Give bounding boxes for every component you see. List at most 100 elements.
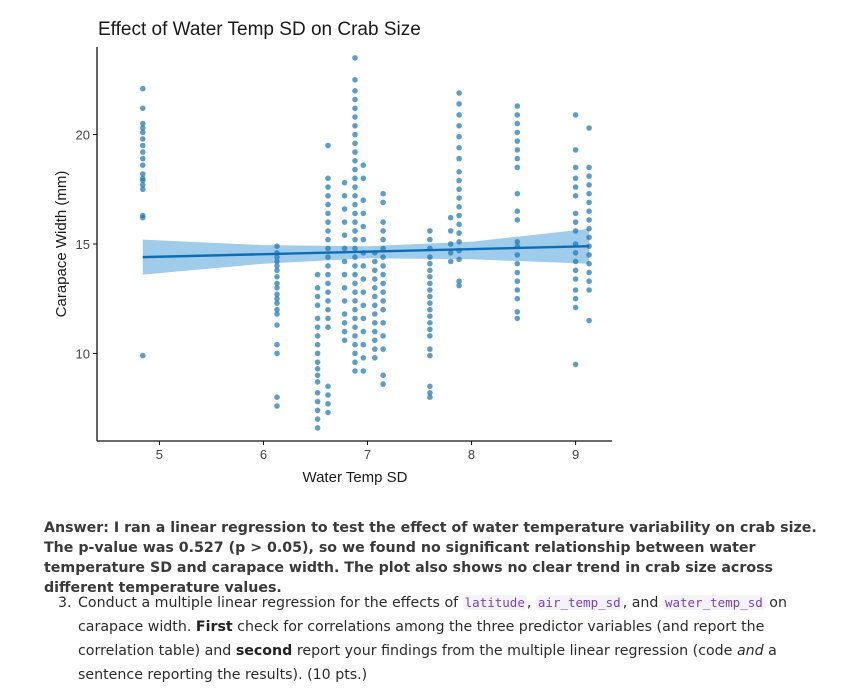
data-point — [427, 280, 433, 287]
data-point — [274, 280, 280, 287]
data-point — [352, 184, 358, 190]
data-point — [514, 315, 521, 322]
data-point — [586, 278, 592, 285]
data-point — [341, 179, 348, 186]
data-point — [514, 129, 521, 136]
data-point — [456, 239, 462, 245]
data-point — [447, 228, 454, 234]
data-point — [314, 324, 321, 331]
data-point — [274, 403, 280, 409]
data-point — [456, 230, 462, 236]
data-point — [314, 372, 321, 379]
x-tick-label: 5 — [156, 447, 163, 462]
data-point — [352, 219, 358, 225]
data-point — [274, 291, 280, 298]
data-point — [360, 223, 367, 230]
data-point — [572, 175, 579, 182]
data-point — [325, 245, 331, 252]
data-point — [360, 197, 367, 203]
data-point — [380, 245, 386, 252]
data-point — [427, 333, 433, 339]
data-point — [572, 276, 579, 282]
data-point — [352, 359, 358, 366]
data-point — [325, 315, 331, 322]
data-point — [274, 295, 280, 302]
data-point — [447, 241, 454, 247]
code-latitude: latitude — [462, 595, 527, 610]
data-point — [314, 285, 321, 291]
data-point — [572, 295, 579, 302]
data-point — [352, 228, 358, 234]
data-point — [514, 103, 521, 109]
data-point — [372, 267, 378, 274]
question-text-part1: Conduct a multiple linear regression for… — [78, 595, 463, 611]
data-point — [456, 221, 462, 228]
data-point — [352, 368, 358, 374]
data-point — [352, 350, 358, 357]
data-point — [380, 271, 386, 278]
data-point — [572, 267, 579, 274]
data-point — [427, 287, 433, 293]
data-point — [427, 254, 433, 260]
data-point — [360, 175, 367, 182]
data-point — [140, 105, 146, 112]
data-point — [325, 271, 331, 278]
data-point — [352, 324, 358, 331]
data-point — [447, 214, 454, 221]
data-point — [456, 155, 462, 162]
data-point — [572, 250, 579, 256]
data-point — [314, 271, 321, 278]
y-tick-label: 15 — [76, 237, 90, 252]
data-point — [456, 133, 462, 140]
fit-line-layer — [142, 244, 590, 259]
data-point — [352, 263, 358, 269]
axis-ticks-layer: 5 6 7 8 9 10 15 20 — [76, 128, 580, 462]
data-point — [352, 77, 358, 83]
question-sep2: , and — [622, 595, 663, 611]
data-point — [380, 263, 386, 269]
data-point — [140, 352, 146, 359]
scatter-chart: Effect of Water Temp SD on Crab Size 5 6 7… — [53, 19, 612, 486]
data-point — [456, 169, 462, 175]
data-point — [372, 293, 378, 300]
data-point — [456, 204, 462, 210]
chart-title: Effect of Water Temp SD on Crab Size — [98, 19, 421, 40]
bold-second: second — [235, 643, 293, 659]
data-point — [456, 90, 462, 96]
data-point — [514, 295, 521, 302]
data-point — [314, 390, 321, 396]
question-text-part2: on carapace width. — [78, 595, 787, 635]
data-point — [341, 245, 348, 252]
data-point — [456, 282, 462, 289]
data-point — [372, 276, 378, 282]
data-point — [380, 190, 386, 197]
data-point — [427, 274, 433, 280]
data-point — [586, 317, 592, 324]
data-point — [456, 195, 462, 201]
data-point — [352, 245, 358, 252]
data-point — [274, 243, 280, 249]
question-text: Conduct a multiple linear regression for… — [78, 591, 838, 687]
data-point — [380, 333, 386, 339]
data-point — [325, 298, 331, 304]
data-point — [514, 138, 521, 144]
data-point — [140, 162, 146, 168]
data-point — [372, 328, 378, 335]
x-tick-label: 7 — [364, 447, 371, 462]
data-point — [325, 201, 331, 208]
data-point — [341, 311, 348, 317]
data-point — [572, 304, 579, 311]
data-point — [372, 346, 378, 352]
data-point — [427, 300, 433, 306]
data-point — [140, 177, 146, 184]
data-point — [586, 164, 592, 171]
data-point — [360, 341, 367, 348]
data-point — [140, 186, 146, 193]
data-point — [372, 258, 378, 265]
data-point — [456, 101, 462, 107]
data-point — [360, 328, 367, 335]
data-point — [325, 409, 331, 416]
data-point — [352, 333, 358, 339]
data-point — [586, 125, 592, 131]
data-point — [140, 214, 146, 221]
